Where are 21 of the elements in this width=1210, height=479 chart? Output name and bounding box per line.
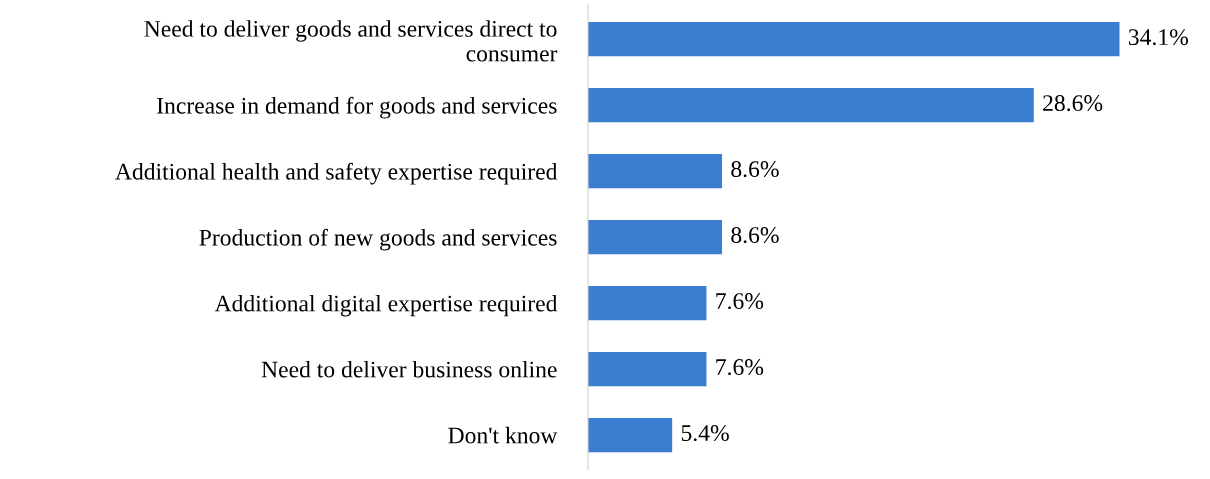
bar — [588, 219, 723, 255]
data-label: 8.6% — [731, 161, 779, 178]
y-tick-label: Increase in demand for goods and services — [157, 96, 557, 119]
y-tick-label: Additional health and safety expertise required — [115, 162, 558, 185]
bar — [588, 285, 707, 321]
data-label: 7.6% — [716, 293, 764, 310]
y-tick-label: Production of new goods and services — [199, 228, 557, 251]
data-label: 28.6% — [1043, 95, 1103, 112]
y-tick-label: Need to deliver business online — [261, 360, 557, 378]
data-label: 34.1% — [1128, 29, 1189, 46]
bar — [588, 351, 707, 387]
bar — [588, 87, 1034, 123]
y-tick-label: Need to deliver goods and services direct to consumer — [144, 20, 558, 62]
bar — [588, 22, 1120, 57]
data-label: 7.6% — [716, 359, 764, 376]
bar — [588, 153, 723, 189]
bar — [588, 417, 673, 453]
data-label: 8.6% — [731, 227, 779, 244]
data-label: 5.4% — [681, 425, 729, 442]
y-tick-label: Additional digital expertise required — [214, 294, 558, 317]
y-tick-label: Don't know — [448, 426, 558, 444]
